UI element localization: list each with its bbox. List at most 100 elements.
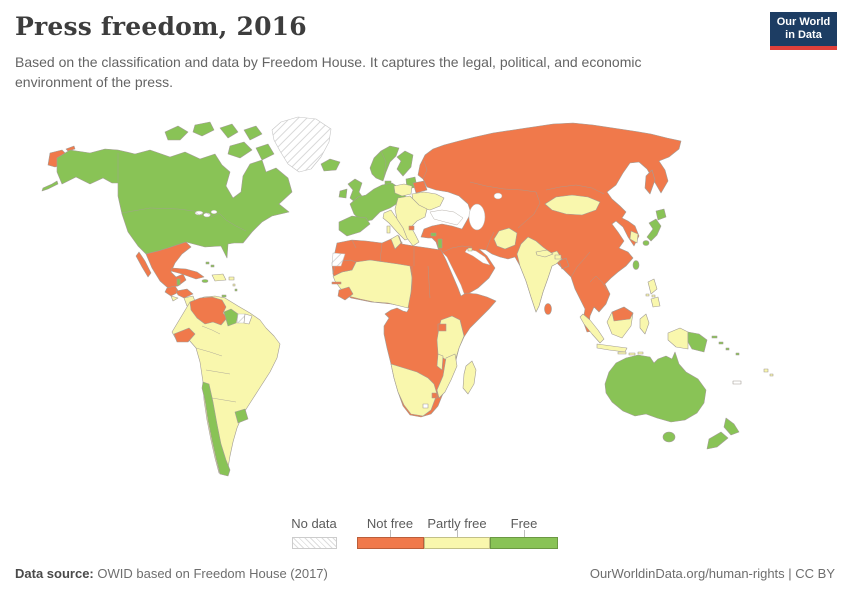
country-japan-honshu[interactable] [646, 218, 662, 242]
country-new-caledonia[interactable] [732, 380, 742, 385]
country-cuba[interactable] [170, 267, 205, 280]
country-chukotka-wrap2[interactable] [65, 145, 76, 152]
country-uganda[interactable] [437, 323, 447, 332]
country-tasmania[interactable] [662, 431, 676, 443]
country-philippines-mindanao[interactable] [650, 296, 661, 308]
country-belarus[interactable] [412, 180, 428, 194]
island-png-2[interactable] [718, 341, 724, 345]
country-madagascar[interactable] [462, 360, 477, 395]
country-kuwait[interactable] [467, 247, 473, 252]
country-macedonia[interactable] [408, 225, 415, 231]
country-taiwan[interactable] [632, 260, 640, 270]
legend-partly-free-swatch[interactable] [424, 537, 490, 549]
country-tunisia[interactable] [390, 234, 402, 250]
country-bhutan[interactable] [554, 254, 562, 260]
island-sunda-2[interactable] [628, 352, 636, 356]
country-afghanistan[interactable] [493, 227, 518, 250]
country-philippines-luzon[interactable] [647, 278, 658, 295]
island-png-1[interactable] [711, 335, 718, 339]
arctic-island-5[interactable] [227, 141, 253, 159]
country-el-salvador[interactable] [170, 295, 179, 302]
country-finland[interactable] [396, 150, 414, 177]
island-visayas-2[interactable] [651, 294, 656, 298]
country-asia-notfree-block[interactable] [417, 122, 682, 333]
legend-free-swatch[interactable] [490, 537, 558, 549]
arctic-island-2[interactable] [192, 121, 215, 137]
country-bahamas-2[interactable] [210, 264, 215, 268]
country-ireland[interactable] [338, 188, 348, 199]
country-fiji-1[interactable] [763, 368, 769, 373]
country-borneo-malaysia[interactable] [611, 306, 634, 322]
country-baja[interactable] [135, 251, 152, 278]
country-cyprus[interactable] [430, 232, 437, 237]
island-solomon-2[interactable] [735, 352, 740, 356]
country-bahamas-1[interactable] [205, 261, 210, 265]
country-suriname[interactable] [236, 313, 246, 324]
island-sunda-3[interactable] [637, 351, 644, 355]
country-sakhalin[interactable] [644, 169, 656, 195]
arctic-island-4[interactable] [243, 125, 263, 141]
country-malawi[interactable] [436, 353, 444, 371]
country-french-guiana[interactable] [243, 313, 253, 325]
country-sumatra[interactable] [579, 313, 605, 344]
country-balkans[interactable] [394, 195, 428, 247]
country-ecuador[interactable] [173, 327, 196, 343]
country-guinea[interactable] [337, 286, 354, 301]
country-jamaica[interactable] [201, 279, 209, 283]
country-papua-new-guinea[interactable] [687, 331, 708, 353]
country-honduras[interactable] [175, 288, 194, 299]
arctic-island-3[interactable] [219, 123, 239, 139]
country-canada-usa[interactable] [56, 148, 293, 259]
country-nz-south[interactable] [706, 431, 729, 450]
country-sri-lanka[interactable] [544, 303, 552, 315]
country-israel[interactable] [437, 238, 443, 249]
country-australia[interactable] [604, 351, 707, 423]
arctic-island-6[interactable] [255, 143, 275, 161]
country-norway-sweden[interactable] [369, 145, 400, 182]
country-hispaniola[interactable] [211, 273, 227, 282]
owid-logo[interactable]: Our World in Data [770, 12, 837, 50]
country-aleutians[interactable] [41, 180, 59, 192]
country-trinidad[interactable] [221, 294, 227, 298]
country-kenya-tanzania[interactable] [436, 315, 465, 361]
country-sulawesi[interactable] [639, 313, 650, 335]
country-greenland[interactable] [271, 116, 332, 173]
country-poland[interactable] [393, 183, 413, 197]
country-guatemala[interactable] [164, 285, 180, 297]
arctic-island-1[interactable] [164, 125, 189, 141]
country-swaziland[interactable] [431, 392, 438, 399]
island-antilles-1[interactable] [232, 283, 236, 287]
island-visayas-1[interactable] [645, 293, 650, 297]
country-southern-africa[interactable] [390, 363, 438, 417]
country-nepal[interactable] [535, 249, 554, 258]
country-south-korea[interactable] [629, 230, 639, 244]
country-gambia[interactable] [331, 281, 342, 285]
country-mozambique[interactable] [436, 353, 458, 399]
country-sardinia[interactable] [386, 225, 391, 234]
country-chile[interactable] [201, 381, 231, 477]
country-mexico[interactable] [145, 241, 192, 289]
country-india[interactable] [516, 236, 563, 313]
country-lesotho[interactable] [422, 403, 429, 409]
country-belize[interactable] [176, 278, 181, 286]
country-nz-north[interactable] [723, 417, 740, 436]
country-south-america-partly-block[interactable] [171, 295, 281, 475]
island-sunda-1[interactable] [617, 351, 627, 355]
country-uruguay[interactable] [234, 408, 249, 424]
country-java[interactable] [596, 343, 628, 353]
country-spain-portugal[interactable] [338, 215, 371, 237]
country-western-sahara[interactable] [331, 252, 346, 267]
country-mongolia[interactable] [544, 194, 601, 216]
country-japan-hokkaido[interactable] [655, 208, 667, 221]
credits-link[interactable]: OurWorldinData.org/human-rights | CC BY [589, 566, 835, 581]
legend-not-free-swatch[interactable] [357, 537, 424, 549]
island-antilles-2[interactable] [234, 288, 238, 292]
island-solomon-1[interactable] [725, 347, 730, 351]
country-iceland[interactable] [320, 158, 341, 172]
legend-no-data-swatch[interactable] [292, 537, 337, 549]
country-guyana[interactable] [223, 308, 239, 327]
country-bangladesh[interactable] [558, 257, 570, 270]
country-puerto-rico[interactable] [228, 276, 235, 281]
country-west-papua[interactable] [667, 327, 689, 350]
country-fiji-2[interactable] [769, 373, 774, 377]
